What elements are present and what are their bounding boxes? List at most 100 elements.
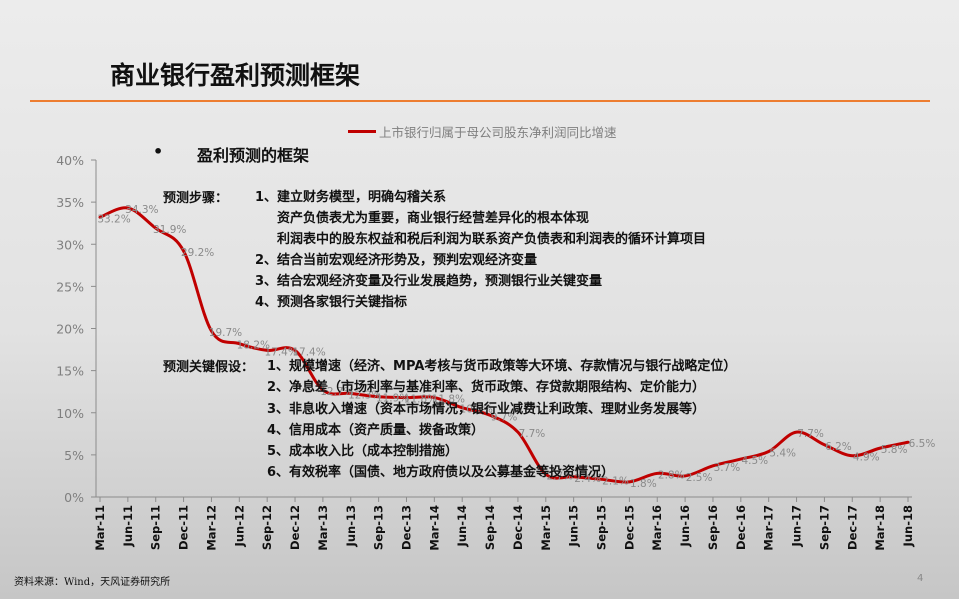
title-divider	[30, 100, 930, 102]
svg-text:10%: 10%	[56, 406, 84, 421]
svg-text:Dec-16: Dec-16	[734, 505, 748, 550]
bullet-icon: •	[153, 142, 164, 161]
svg-text:5.8%: 5.8%	[881, 444, 908, 456]
svg-text:17.4%: 17.4%	[264, 346, 297, 358]
svg-text:3.7%: 3.7%	[714, 462, 741, 474]
steps-label: 预测步骤：	[163, 191, 229, 206]
svg-text:19.7%: 19.7%	[209, 327, 242, 339]
svg-text:Sep-14: Sep-14	[483, 505, 497, 550]
assumption-item: 1、规模增速（经济、MPA考核与货币政策等大环境、存款情况与银行战略定位）	[267, 359, 737, 374]
source-note: 资料来源：Wind，天风证券研究所	[14, 577, 171, 588]
svg-text:20%: 20%	[56, 322, 84, 337]
section-heading: • 盈利预测的框架	[153, 142, 309, 166]
assumptions-list: 1、规模增速（经济、MPA考核与货币政策等大环境、存款情况与银行战略定位） 2、…	[267, 356, 736, 484]
svg-text:4.5%: 4.5%	[741, 455, 768, 467]
svg-text:Jun-15: Jun-15	[567, 505, 581, 547]
assumption-item: 2、净息差（市场利率与基准利率、货币政策、存贷款期限结构、定价能力）	[267, 380, 706, 396]
svg-text:40%: 40%	[56, 153, 84, 168]
svg-text:Dec-14: Dec-14	[511, 505, 525, 550]
svg-text:7.7%: 7.7%	[519, 428, 546, 440]
legend-label: 上市银行归属于母公司股东净利润同比增速	[379, 125, 617, 140]
svg-text:2.4%: 2.4%	[574, 473, 601, 485]
svg-text:1.8%: 1.8%	[630, 478, 657, 490]
svg-text:33.2%: 33.2%	[97, 213, 130, 225]
step-item: 4、预测各家银行关键指标	[255, 295, 408, 310]
svg-text:Dec-15: Dec-15	[622, 505, 636, 550]
assumption-item: 3、非息收入增速（资本市场情况，银行业减费让利政策、理财业务发展等）	[267, 401, 706, 417]
legend-line-swatch	[348, 130, 376, 133]
svg-text:17.4%: 17.4%	[292, 346, 325, 358]
svg-text:11.9%: 11.9%	[376, 393, 409, 405]
svg-text:Dec-11: Dec-11	[177, 505, 191, 550]
svg-text:11.8%: 11.8%	[432, 394, 465, 406]
svg-text:Mar-18: Mar-18	[873, 505, 887, 551]
svg-text:7.7%: 7.7%	[797, 428, 824, 440]
svg-text:Jun-13: Jun-13	[344, 505, 358, 547]
svg-text:5.4%: 5.4%	[769, 448, 796, 460]
svg-text:Dec-12: Dec-12	[288, 505, 302, 550]
svg-text:Sep-16: Sep-16	[706, 505, 720, 550]
svg-text:Jun-17: Jun-17	[790, 505, 804, 547]
svg-text:35%: 35%	[56, 195, 84, 210]
svg-text:15%: 15%	[56, 364, 84, 379]
svg-text:2.5%: 2.5%	[686, 472, 713, 484]
svg-text:9.7%: 9.7%	[491, 411, 518, 423]
svg-text:2.1%: 2.1%	[602, 475, 629, 487]
svg-text:Sep-11: Sep-11	[149, 505, 163, 550]
svg-text:6.2%: 6.2%	[825, 441, 852, 453]
step-item: 2、结合当前宏观经济形势及，预判宏观经济变量	[255, 253, 538, 268]
svg-text:Jun-18: Jun-18	[901, 505, 915, 547]
svg-text:Mar-15: Mar-15	[539, 505, 553, 551]
svg-text:Sep-13: Sep-13	[372, 505, 386, 550]
svg-text:31.9%: 31.9%	[153, 224, 186, 236]
chart-legend: 上市银行归属于母公司股东净利润同比增速	[348, 122, 617, 141]
svg-text:2.7%: 2.7%	[546, 470, 573, 482]
svg-text:Mar-12: Mar-12	[204, 505, 218, 551]
svg-text:Dec-13: Dec-13	[399, 505, 413, 550]
svg-text:Jun-16: Jun-16	[678, 505, 692, 547]
svg-text:12.7%: 12.7%	[320, 386, 353, 398]
svg-text:Mar-17: Mar-17	[762, 505, 776, 551]
slide-title: 商业银行盈利预测框架	[110, 61, 361, 90]
svg-text:30%: 30%	[56, 237, 84, 252]
svg-text:11.8%: 11.8%	[404, 394, 437, 406]
svg-text:Jun-12: Jun-12	[232, 505, 246, 547]
assumption-item: 4、信用成本（资产质量、拨备政策）	[267, 422, 485, 438]
svg-text:Sep-15: Sep-15	[595, 505, 609, 550]
svg-text:Mar-14: Mar-14	[427, 505, 441, 551]
svg-text:Mar-16: Mar-16	[650, 505, 664, 551]
assumption-item: 5、成本收入比（成本控制措施）	[267, 444, 459, 460]
page-number: 4	[917, 573, 924, 584]
svg-text:4.9%: 4.9%	[853, 452, 880, 464]
y-axis: 0% 5% 10% 15% 20% 25% 30% 35% 40%	[56, 153, 97, 505]
step-subitem: 资产负债表尤为重要，商业银行经营差异化的根本体现	[277, 211, 590, 226]
svg-text:0%: 0%	[64, 490, 84, 505]
svg-text:25%: 25%	[56, 279, 84, 294]
svg-text:Dec-17: Dec-17	[845, 505, 859, 550]
svg-text:Sep-17: Sep-17	[817, 505, 831, 550]
svg-text:18.2%: 18.2%	[237, 340, 270, 352]
svg-text:Mar-11: Mar-11	[93, 505, 107, 551]
data-labels: 33.2%34.3%31.9%29.2%19.7%18.2%17.4%17.4%…	[97, 204, 935, 490]
assumptions-label: 预测关键假设：	[163, 360, 255, 375]
x-axis: Mar-11 Jun-11 Sep-11 Dec-11 Mar-12 Jun-12 Sep-…	[93, 496, 915, 551]
svg-text:10.6%: 10.6%	[460, 404, 493, 416]
svg-text:6.5%: 6.5%	[909, 438, 936, 450]
series-line	[98, 206, 910, 484]
svg-text:2.8%: 2.8%	[658, 469, 685, 481]
step-subitem: 利润表中的股东权益和税后利润为联系资产负债表和利润表的循环计算项目	[277, 232, 707, 247]
step-item: 3、结合宏观经济变量及行业发展趋势，预测银行业关键变量	[255, 274, 603, 289]
svg-text:Jun-14: Jun-14	[455, 505, 469, 547]
steps-list: 1、建立财务模型，明确勾稽关系 资产负债表尤为重要，商业银行经营差异化的根本体现…	[255, 187, 706, 313]
step-item: 1、建立财务模型，明确勾稽关系	[255, 190, 447, 205]
svg-text:Jun-11: Jun-11	[121, 505, 135, 547]
assumption-item: 6、有效税率（国债、地方政府债以及公募基金等投资情况）	[267, 465, 615, 481]
svg-text:5%: 5%	[64, 448, 84, 463]
svg-text:Mar-13: Mar-13	[316, 505, 330, 551]
svg-text:34.3%: 34.3%	[125, 204, 158, 216]
svg-text:29.2%: 29.2%	[181, 247, 214, 259]
svg-text:Sep-12: Sep-12	[260, 505, 274, 550]
section-heading-text: 盈利预测的框架	[197, 146, 310, 165]
svg-text:12.3%: 12.3%	[348, 389, 381, 401]
